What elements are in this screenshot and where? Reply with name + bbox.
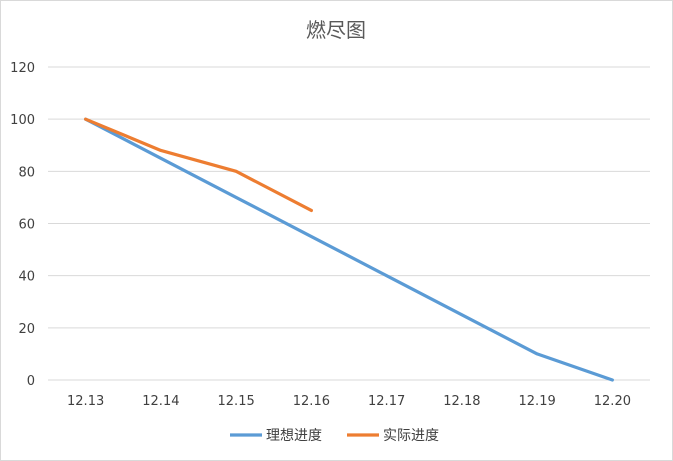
x-tick-label: 12.17 [368, 394, 405, 409]
x-tick-label: 12.16 [293, 394, 330, 409]
x-tick-label: 12.20 [594, 394, 631, 409]
legend-label: 实际进度 [383, 428, 439, 444]
y-tick-label: 60 [18, 218, 35, 233]
chart-title: 燃尽图 [306, 18, 366, 42]
x-tick-label: 12.15 [218, 394, 255, 409]
y-tick-label: 40 [18, 270, 35, 285]
series-line-2 [84, 117, 313, 213]
y-tick-label: 120 [10, 61, 35, 76]
x-axis-ticks: 12.13 12.14 12.15 12.16 12.17 12.18 12.19 12.20 [67, 394, 631, 409]
x-tick-label: 12.14 [142, 394, 179, 409]
legend: 理想进度 实际进度 [230, 428, 439, 444]
legend-label: 理想进度 [266, 428, 322, 444]
x-tick-label: 12.13 [67, 394, 104, 409]
y-axis-ticks: 0 20 40 60 80 100 120 [10, 61, 35, 389]
series-line-1 [84, 117, 614, 382]
x-tick-label: 12.18 [443, 394, 480, 409]
y-tick-label: 80 [18, 165, 35, 180]
gridlines [48, 66, 650, 381]
y-tick-label: 100 [10, 113, 35, 128]
series-lines [84, 117, 614, 382]
y-tick-label: 20 [18, 322, 35, 337]
y-tick-label: 0 [27, 374, 35, 389]
x-tick-label: 12.19 [519, 394, 556, 409]
